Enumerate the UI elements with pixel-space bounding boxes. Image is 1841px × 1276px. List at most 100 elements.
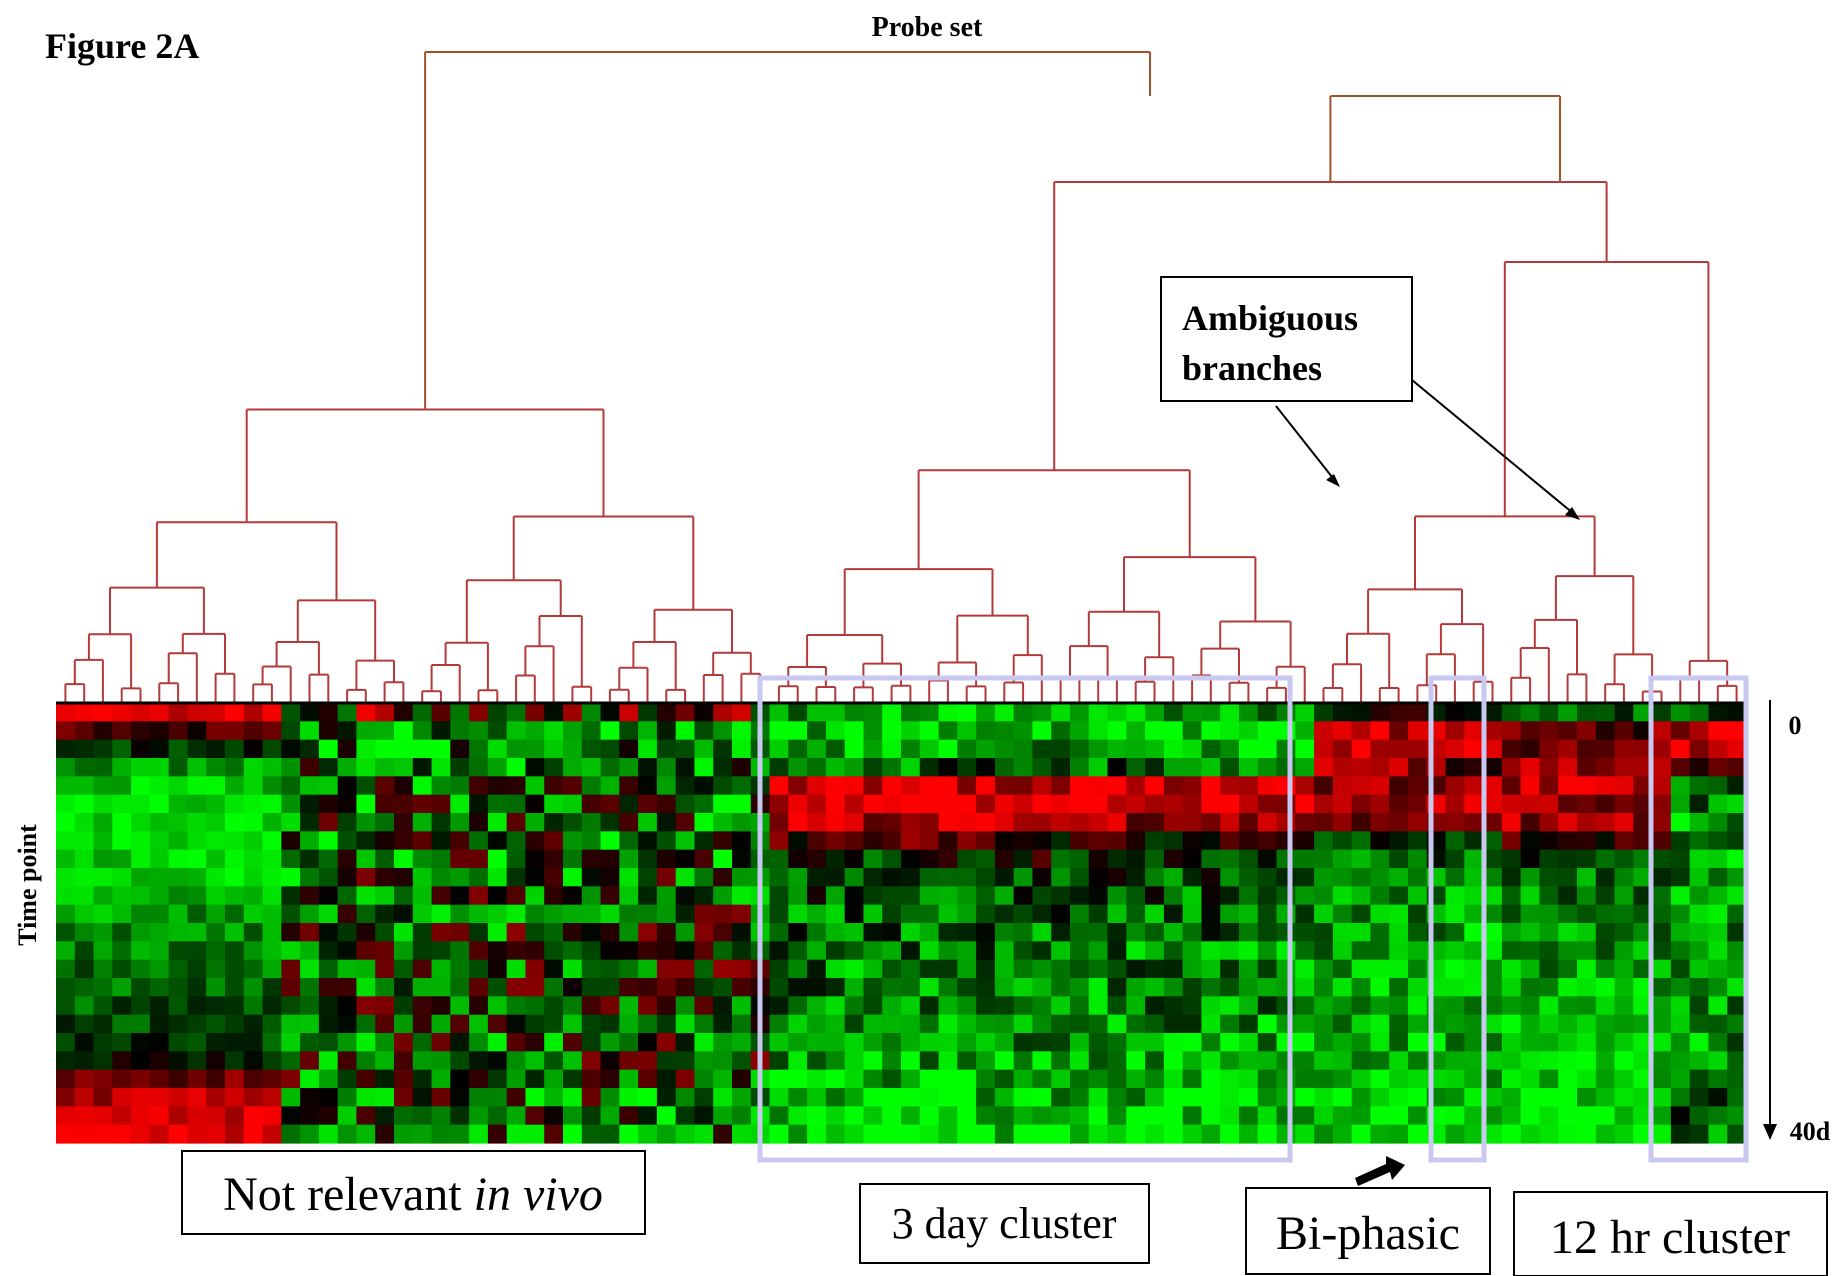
heatmap-cell [619,923,639,942]
heatmap-cell [93,794,113,814]
heatmap-cell [994,978,1015,997]
heatmap-cell [600,703,620,722]
heatmap-cell [976,886,996,906]
heatmap-cell [844,1124,865,1144]
heatmap-cell [375,739,395,759]
heatmap-cell [168,1051,189,1071]
heatmap-cell [675,794,696,814]
heatmap-cell [431,1069,451,1089]
heatmap-cell [938,721,958,741]
heatmap-cell [581,721,602,741]
heatmap-cell [1332,1124,1353,1144]
heatmap-cell [1351,1033,1372,1052]
heatmap-cell [300,794,320,814]
heatmap-cell [1145,1106,1165,1126]
heatmap-cell [1163,904,1184,924]
heatmap-cell [525,1069,545,1089]
heatmap-cell [1201,1014,1221,1034]
heatmap-cell [469,758,489,777]
heatmap-cell [225,959,245,979]
heatmap-cell [769,1069,789,1089]
heatmap-cell [1652,849,1672,869]
heatmap-cell [1070,1106,1090,1126]
heatmap-cell [1182,886,1203,906]
heatmap-cell [506,1106,527,1126]
heatmap-cell [656,959,677,979]
heatmap-cell [1220,886,1240,906]
heatmap-cell [56,1033,76,1052]
heatmap-cell [1107,959,1127,979]
heatmap-cell [281,941,301,961]
heatmap-cell [769,721,789,741]
heatmap-cell [206,886,226,906]
heatmap-cell [412,831,433,851]
heatmap-cell [1126,703,1146,722]
heatmap-cell [882,739,902,759]
heatmap-cell [563,886,583,906]
heatmap-cell [1652,739,1672,759]
heatmap-cell [732,1051,752,1071]
heatmap-cell [1276,739,1296,759]
heatmap-cell [1239,813,1259,832]
heatmap-cell [149,1014,170,1034]
heatmap-cell [243,703,264,722]
heatmap-cell [225,739,245,759]
heatmap-cell [281,758,301,777]
heatmap-cell [994,1014,1015,1034]
heatmap-cell [1145,941,1165,961]
heatmap-cell [1257,978,1278,997]
heatmap-cell [300,776,320,796]
heatmap-cell [1577,978,1597,997]
heatmap-cell [1464,739,1484,759]
heatmap-cell [168,1088,189,1107]
heatmap-cell [938,739,958,759]
heatmap-cell [506,831,527,851]
heatmap-cell [901,813,921,832]
dendrogram [64,51,1738,703]
heatmap-cell [807,996,827,1016]
heatmap-cell [1145,831,1165,851]
heatmap-cell [412,923,433,942]
heatmap-cell [1464,978,1484,997]
heatmap-cell [469,831,489,851]
heatmap-cell [656,1033,677,1052]
heatmap-cell [206,868,226,887]
heatmap-cell [1539,923,1559,942]
heatmap-cell [713,794,733,814]
heatmap-cell [1483,904,1503,924]
heatmap-cell [1670,923,1691,942]
heatmap-cell [168,776,189,796]
heatmap-cell [1145,1088,1165,1107]
heatmap-cell [1652,813,1672,832]
heatmap-cell [1182,904,1203,924]
heatmap-cell [469,978,489,997]
heatmap-cell [149,776,170,796]
time-start-label: 0 [1789,711,1802,740]
heatmap-cell [732,794,752,814]
heatmap-cell [938,776,958,796]
heatmap-cell [487,1069,508,1089]
heatmap-cell [93,703,113,722]
heatmap-cell [1182,1033,1203,1052]
heatmap-cell [93,868,113,887]
heatmap-cell [1370,1051,1390,1071]
heatmap-cell [1464,923,1484,942]
heatmap-cell [412,941,433,961]
heatmap-cell [563,941,583,961]
heatmap-cell [1295,978,1315,997]
heatmap-cell [825,794,846,814]
heatmap-cell [1652,776,1672,796]
heatmap-cell [1539,904,1559,924]
heatmap-cell [1483,959,1503,979]
heatmap-cell [1577,758,1597,777]
heatmap-cell [1257,868,1278,887]
heatmap-cell [1408,1088,1428,1107]
heatmap-cell [469,886,489,906]
heatmap-cell [976,1088,996,1107]
heatmap-cell [1652,831,1672,851]
heatmap-cell [262,849,282,869]
heatmap-cell [619,978,639,997]
heatmap-cell [1276,923,1296,942]
heatmap-cell [93,1088,113,1107]
heatmap-cell [206,703,226,722]
